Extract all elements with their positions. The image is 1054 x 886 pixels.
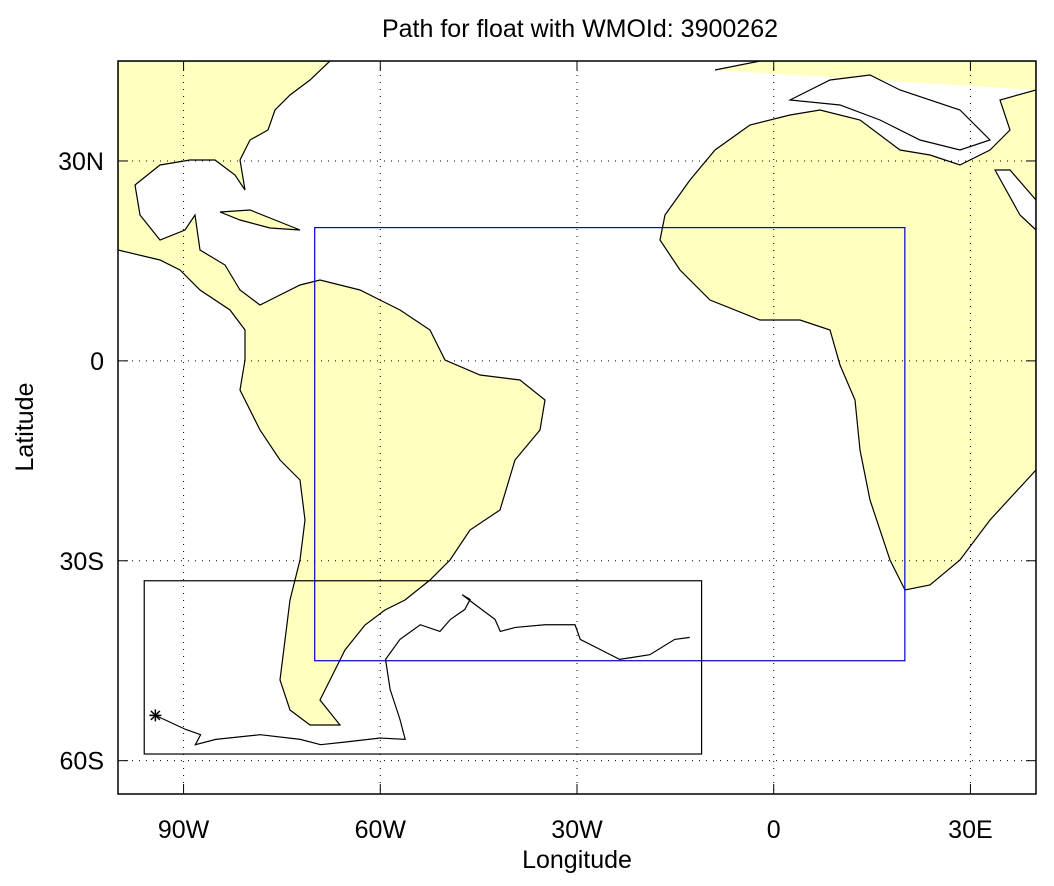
y-tick-label: 30N bbox=[58, 148, 104, 176]
mediterranean bbox=[787, 74, 992, 151]
africa-europe bbox=[659, 61, 1036, 591]
americas bbox=[118, 61, 546, 726]
float-start bbox=[149, 709, 162, 722]
x-tick-label: 60W bbox=[355, 816, 407, 844]
x-axis-label: Longitude bbox=[522, 846, 632, 874]
y-tick-label: 30S bbox=[60, 548, 104, 576]
y-tick-label: 60S bbox=[60, 748, 104, 776]
chart-title: Path for float with WMOId: 3900262 bbox=[382, 15, 778, 43]
region-box bbox=[143, 580, 703, 755]
y-axis-label: Latitude bbox=[11, 383, 39, 472]
region-box bbox=[314, 226, 906, 662]
float-path bbox=[155, 594, 690, 746]
x-tick-label: 0 bbox=[767, 816, 781, 844]
x-tick-label: 30W bbox=[551, 816, 603, 844]
x-tick-label: 30E bbox=[948, 816, 992, 844]
cuba bbox=[219, 209, 301, 231]
x-tick-label: 90W bbox=[158, 816, 210, 844]
star-stroke bbox=[150, 710, 161, 721]
y-tick-label: 0 bbox=[90, 348, 104, 376]
red-sea bbox=[993, 169, 1036, 231]
land bbox=[118, 61, 1036, 726]
